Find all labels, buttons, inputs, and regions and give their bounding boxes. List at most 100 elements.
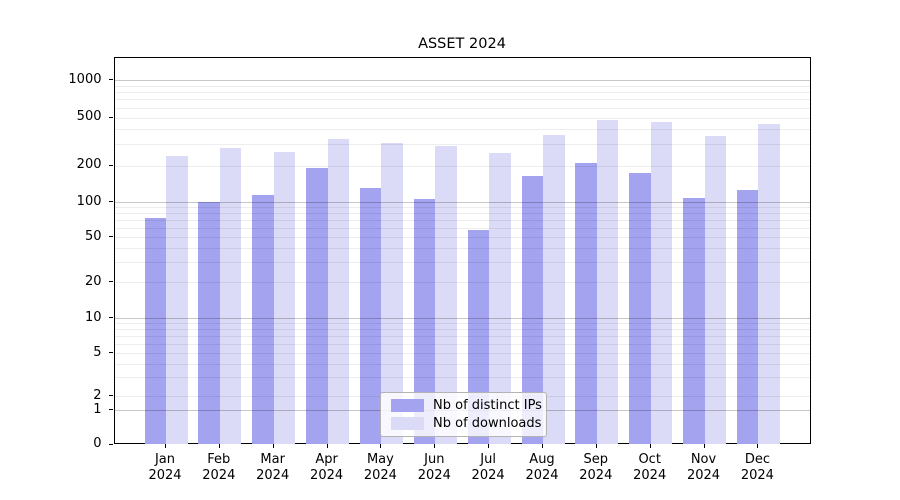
y-tick-label: 1 (93, 401, 102, 417)
bar-distinct-ips (467, 230, 490, 444)
y-tick-label: 500 (76, 109, 102, 124)
bar-downloads (543, 135, 565, 444)
x-tick-year: 2024 (471, 468, 505, 483)
bar-downloads (596, 119, 619, 444)
x-tick-year: 2024 (417, 468, 451, 483)
legend-swatch-downloads (391, 417, 424, 430)
y-tick-mark (109, 236, 113, 237)
y-gridline (114, 343, 810, 345)
y-tick-mark (109, 281, 113, 282)
y-tick-label: 20 (84, 273, 102, 289)
legend-label-distinct-ips: Nb of distinct IPs (433, 398, 542, 413)
x-tick-year: 2024 (310, 468, 344, 483)
y-gridline (114, 129, 810, 131)
y-gridline (114, 85, 810, 87)
y-gridline (114, 377, 810, 378)
y-gridline (114, 329, 810, 331)
y-tick-label: 100 (76, 193, 102, 209)
bar-distinct-ips (306, 167, 328, 444)
bar-distinct-ips (359, 188, 382, 444)
bar-distinct-ips (521, 176, 543, 444)
bar-distinct-ips (413, 198, 436, 444)
bar-distinct-ips (575, 162, 597, 444)
x-tick-label: Apr 2024 (297, 452, 357, 484)
y-tick-label: 200 (76, 157, 102, 172)
chart-title: ASSET 2024 (418, 36, 506, 52)
y-gridline (114, 117, 810, 119)
bar-downloads (704, 136, 726, 444)
bar-distinct-ips (683, 197, 705, 444)
y-tick-label: 0 (93, 436, 102, 451)
bar-downloads (758, 124, 780, 444)
y-tick-mark (109, 317, 113, 318)
x-tick-mark (757, 444, 759, 448)
x-tick-mark (326, 444, 328, 448)
x-tick-mark (380, 444, 382, 448)
y-gridline (114, 92, 810, 94)
x-tick-mark (703, 444, 705, 448)
y-tick-mark (109, 395, 113, 396)
y-tick-label: 10 (84, 309, 102, 325)
legend: Nb of distinct IPs Nb of downloads (380, 392, 547, 437)
x-tick-year: 2024 (202, 468, 236, 483)
x-tick-year: 2024 (148, 468, 182, 483)
y-gridline (114, 202, 810, 203)
x-tick-mark (218, 444, 220, 448)
bar-downloads (435, 146, 457, 444)
y-tick-mark (109, 164, 113, 166)
y-gridline (114, 80, 810, 81)
y-tick-label: 50 (84, 228, 102, 244)
y-gridline (114, 227, 810, 229)
x-tick-mark (434, 444, 436, 448)
y-gridline (114, 318, 810, 319)
y-tick-mark (109, 79, 113, 80)
y-gridline (114, 207, 810, 209)
legend-label-downloads: Nb of downloads (433, 416, 542, 431)
bar-downloads (273, 151, 296, 444)
x-tick-label: Jun 2024 (404, 452, 464, 484)
legend-item-distinct-ips: Nb of distinct IPs (381, 398, 546, 413)
y-tick-mark (109, 409, 113, 410)
bar-downloads (327, 138, 350, 444)
y-gridline (114, 353, 810, 354)
x-tick-label: Jul 2024 (458, 452, 518, 484)
bar-distinct-ips (198, 202, 220, 444)
y-tick-mark (109, 201, 113, 202)
bar-downloads (650, 121, 673, 444)
bar-distinct-ips (629, 173, 651, 444)
x-tick-label: Nov 2024 (674, 452, 734, 484)
x-tick-label: Oct 2024 (620, 452, 680, 484)
y-gridline (114, 336, 810, 337)
y-gridline (114, 165, 810, 167)
y-gridline (114, 323, 810, 325)
x-tick-label: Dec 2024 (727, 452, 787, 484)
y-gridline (114, 99, 810, 101)
x-tick-year: 2024 (633, 468, 667, 483)
y-gridline (114, 237, 810, 238)
x-tick-year: 2024 (686, 468, 721, 483)
x-tick-label: Aug 2024 (512, 452, 572, 484)
x-tick-label: Feb 2024 (189, 452, 249, 484)
x-tick-label: May 2024 (350, 452, 410, 484)
bar-downloads (166, 155, 188, 444)
legend-item-downloads: Nb of downloads (381, 416, 546, 431)
y-gridline (114, 107, 810, 109)
y-tick-label: 5 (93, 344, 102, 360)
y-tick-label: 2 (93, 387, 102, 403)
y-gridline (114, 213, 810, 215)
bar-downloads (489, 152, 511, 444)
x-tick-year: 2024 (363, 468, 397, 483)
x-tick-mark (542, 444, 543, 448)
x-tick-mark (595, 444, 597, 448)
y-gridline (114, 220, 810, 221)
x-tick-label: Mar 2024 (243, 452, 303, 484)
bar-distinct-ips (144, 217, 166, 444)
x-tick-label: Jan 2024 (135, 452, 195, 484)
x-tick-mark (165, 444, 166, 448)
y-gridline (114, 363, 810, 365)
y-gridline (114, 282, 810, 283)
y-gridline (114, 262, 810, 264)
y-tick-mark (109, 352, 113, 353)
x-tick-mark (649, 444, 651, 448)
x-tick-year: 2024 (740, 468, 774, 483)
